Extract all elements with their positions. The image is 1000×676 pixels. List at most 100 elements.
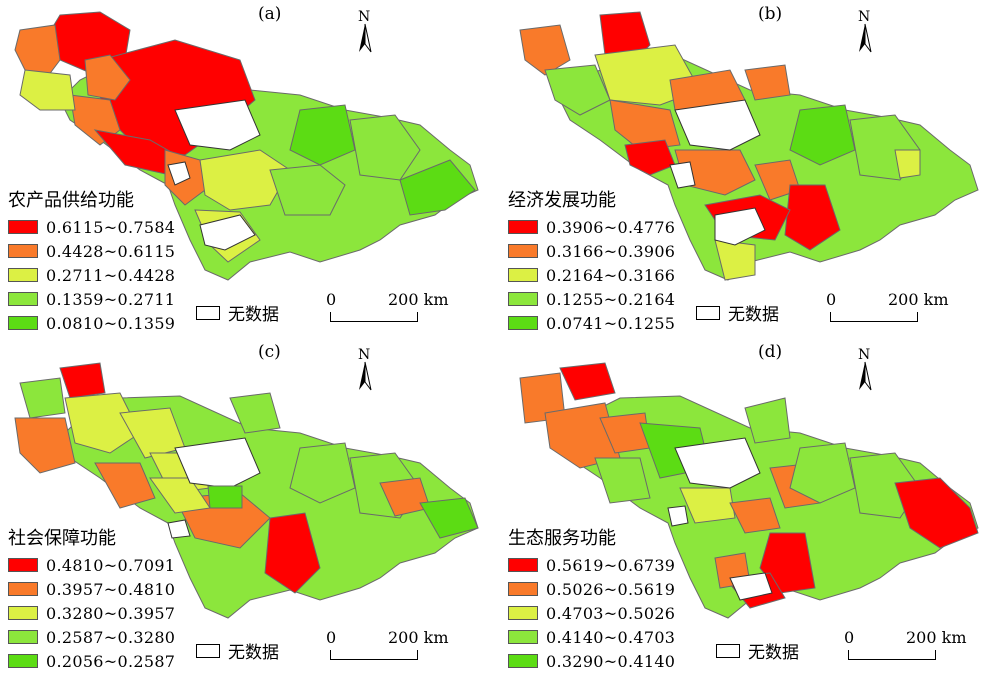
- nodata-legend: 无数据: [696, 300, 779, 325]
- nodata-label: 无数据: [728, 305, 779, 325]
- legend-range: 0.4703~0.5026: [546, 603, 676, 623]
- legend-item: 0.5026~0.5619: [508, 577, 675, 601]
- scale-zero: 0: [326, 290, 337, 309]
- legend-item: 0.2587~0.3280: [8, 625, 175, 649]
- panel-b: (b) N 经济发展功能 0.3906~0.4776 0.3166~0.3906…: [500, 0, 1000, 338]
- scale-line: [330, 312, 418, 322]
- legend-item: 0.0741~0.1255: [508, 311, 675, 335]
- legend-range: 0.5026~0.5619: [546, 579, 676, 599]
- nodata-legend: 无数据: [196, 300, 279, 325]
- legend-item: 0.1359~0.2711: [8, 287, 175, 311]
- legend-range: 0.6115~0.7584: [46, 217, 176, 237]
- legend-swatch: [508, 558, 538, 572]
- legend-swatch: [508, 292, 538, 306]
- scale-bar: 0 200 km: [826, 290, 949, 324]
- nodata-swatch: [696, 305, 720, 320]
- north-arrow-icon: N: [354, 346, 376, 392]
- legend-swatch: [508, 316, 538, 330]
- legend-item: 0.6115~0.7584: [8, 215, 175, 239]
- choropleth-map-b: [519, 11, 979, 281]
- panel-c: (c) N 社会保障功能 0.4810~0.7091 0.3957~0.4810…: [0, 338, 500, 676]
- legend-item: 0.3280~0.3957: [8, 601, 175, 625]
- nodata-label: 无数据: [228, 643, 279, 663]
- legend-range: 0.3280~0.3957: [46, 603, 176, 623]
- legend-swatch: [8, 558, 38, 572]
- north-arrow-icon: N: [354, 8, 376, 54]
- north-label: N: [858, 9, 870, 25]
- legend-range: 0.3906~0.4776: [546, 217, 676, 237]
- scale-max: 200 km: [388, 290, 449, 309]
- legend-swatch: [8, 268, 38, 282]
- legend-range: 0.0741~0.1255: [546, 313, 676, 333]
- legend-title: 经济发展功能: [508, 190, 616, 211]
- legend-item: 0.4810~0.7091: [8, 553, 175, 577]
- legend-range: 0.2587~0.3280: [46, 627, 176, 647]
- legend-swatch: [8, 244, 38, 258]
- nodata-legend: 无数据: [196, 638, 279, 663]
- nodata-label: 无数据: [748, 643, 799, 663]
- legend-range: 0.4140~0.4703: [546, 627, 676, 647]
- legend: 社会保障功能 0.4810~0.7091 0.3957~0.4810 0.328…: [8, 524, 175, 673]
- legend-swatch: [508, 268, 538, 282]
- legend-range: 0.5619~0.6739: [546, 555, 676, 575]
- choropleth-map-a: [14, 11, 479, 281]
- legend-range: 0.2711~0.4428: [46, 265, 176, 285]
- choropleth-map-d: [519, 362, 979, 619]
- legend-swatch: [508, 244, 538, 258]
- legend-swatch: [508, 630, 538, 644]
- panel-a: (a) N 农产品供给功能 0.6115~0.7584 0.4428~0.611…: [0, 0, 500, 338]
- north-label: N: [858, 347, 870, 363]
- legend-item: 0.4140~0.4703: [508, 625, 675, 649]
- legend-item: 0.2164~0.3166: [508, 263, 675, 287]
- panel-label: (c): [258, 342, 281, 362]
- legend-item: 0.1255~0.2164: [508, 287, 675, 311]
- legend-swatch: [508, 606, 538, 620]
- legend-item: 0.0810~0.1359: [8, 311, 175, 335]
- legend-range: 0.3166~0.3906: [546, 241, 676, 261]
- scale-max: 200 km: [388, 628, 449, 647]
- scale-line: [848, 650, 936, 660]
- legend-swatch: [508, 582, 538, 596]
- scale-line: [330, 650, 418, 660]
- legend-title: 社会保障功能: [8, 528, 116, 549]
- choropleth-map-c: [14, 362, 479, 619]
- legend-item: 0.3906~0.4776: [508, 215, 675, 239]
- legend-range: 0.3957~0.4810: [46, 579, 176, 599]
- legend-swatch: [508, 654, 538, 668]
- scale-bar: 0 200 km: [326, 628, 449, 662]
- scale-zero: 0: [826, 290, 837, 309]
- legend-range: 0.0810~0.1359: [46, 313, 176, 333]
- legend-item: 0.2056~0.2587: [8, 649, 175, 673]
- scale-bar: 0 200 km: [326, 290, 449, 324]
- legend-swatch: [8, 292, 38, 306]
- legend-swatch: [508, 220, 538, 234]
- nodata-swatch: [716, 643, 740, 658]
- legend-item: 0.4428~0.6115: [8, 239, 175, 263]
- legend-swatch: [8, 630, 38, 644]
- scale-line: [830, 312, 918, 322]
- legend-item: 0.4703~0.5026: [508, 601, 675, 625]
- legend-swatch: [8, 316, 38, 330]
- legend-swatch: [8, 220, 38, 234]
- legend-title: 生态服务功能: [508, 528, 616, 549]
- north-label: N: [358, 347, 370, 363]
- legend-swatch: [8, 654, 38, 668]
- legend-item: 0.3957~0.4810: [8, 577, 175, 601]
- north-label: N: [358, 9, 370, 25]
- legend-swatch: [8, 606, 38, 620]
- nodata-legend: 无数据: [716, 638, 799, 663]
- legend: 农产品供给功能 0.6115~0.7584 0.4428~0.6115 0.27…: [8, 186, 175, 335]
- legend-range: 0.4810~0.7091: [46, 555, 176, 575]
- scale-max: 200 km: [888, 290, 949, 309]
- legend-range: 0.1255~0.2164: [546, 289, 676, 309]
- legend-item: 0.3290~0.4140: [508, 649, 675, 673]
- nodata-swatch: [196, 305, 220, 320]
- legend-range: 0.1359~0.2711: [46, 289, 176, 309]
- panel-d: (d) N 生态服务功能 0.5619~0.6739 0.5026~0.5619…: [500, 338, 1000, 676]
- legend-item: 0.5619~0.6739: [508, 553, 675, 577]
- nodata-label: 无数据: [228, 305, 279, 325]
- legend-range: 0.4428~0.6115: [46, 241, 176, 261]
- legend-range: 0.2056~0.2587: [46, 651, 176, 671]
- panel-label: (d): [758, 342, 783, 362]
- scale-zero: 0: [326, 628, 337, 647]
